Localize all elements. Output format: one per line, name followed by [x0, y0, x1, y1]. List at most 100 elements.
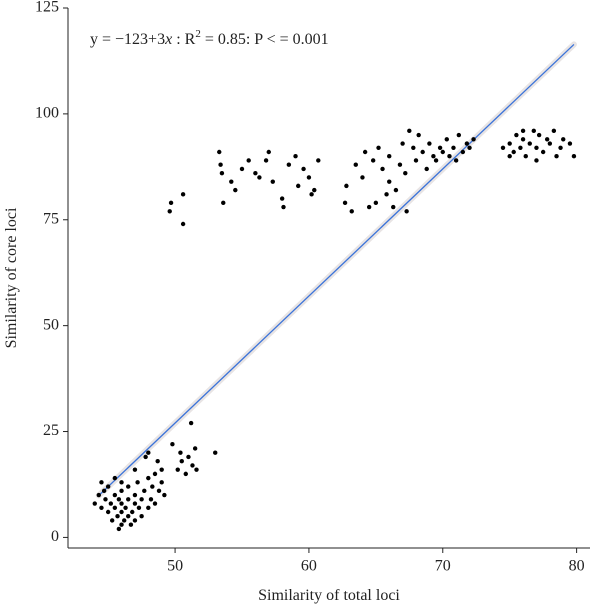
point [431, 154, 436, 159]
x-axis-label: Similarity of total loci [258, 587, 400, 604]
point [115, 514, 120, 519]
annotation-part: y = −123+3 [90, 31, 165, 48]
point [152, 471, 158, 477]
point [376, 145, 381, 150]
point [186, 454, 191, 460]
point [119, 501, 124, 506]
point [246, 158, 251, 163]
point [239, 166, 245, 172]
point [349, 209, 354, 214]
point [293, 154, 298, 159]
point [192, 446, 198, 451]
point [139, 514, 144, 519]
point [96, 492, 101, 498]
y-tick-label: 25 [43, 422, 59, 439]
point [420, 149, 425, 155]
point [397, 162, 403, 167]
point [150, 484, 155, 489]
point [105, 484, 111, 489]
point [126, 497, 131, 502]
point [456, 132, 462, 138]
point [132, 467, 138, 472]
point [407, 128, 412, 134]
point [360, 175, 365, 180]
point [253, 170, 258, 176]
point [403, 170, 408, 176]
annotation-part: x [164, 31, 172, 48]
point [218, 162, 223, 167]
point [362, 149, 368, 155]
point [119, 509, 124, 515]
point [101, 488, 107, 494]
point [531, 128, 536, 134]
point [108, 501, 114, 506]
point [527, 141, 532, 146]
y-tick-label: 75 [43, 210, 59, 227]
point [162, 492, 167, 498]
point [119, 522, 124, 527]
point [99, 480, 104, 485]
point [544, 137, 550, 142]
point [103, 497, 108, 502]
point [194, 467, 199, 472]
point [511, 149, 516, 155]
point [554, 154, 559, 159]
point [551, 128, 557, 134]
point [558, 145, 563, 150]
point [257, 175, 262, 180]
annotation: y = −123+3x : R2 = 0.85: P < = 0.001 [90, 28, 329, 48]
y-tick-label: 50 [43, 316, 59, 333]
point [451, 145, 456, 150]
point [116, 497, 122, 502]
point [159, 467, 164, 472]
point [233, 187, 238, 193]
point [219, 170, 225, 176]
point [112, 505, 118, 510]
point [536, 132, 542, 138]
point [373, 200, 379, 206]
point [156, 488, 162, 494]
point [387, 179, 392, 184]
point [116, 526, 122, 532]
point [146, 450, 151, 455]
point [229, 179, 234, 184]
point [159, 480, 164, 485]
fit-line [98, 43, 575, 496]
point [413, 158, 419, 163]
point [146, 505, 151, 510]
point [175, 467, 180, 472]
point [440, 149, 445, 155]
point [190, 463, 195, 468]
point [168, 200, 174, 206]
point [380, 166, 385, 172]
point [447, 154, 452, 159]
point [180, 192, 186, 197]
point [424, 166, 429, 172]
point [217, 149, 222, 155]
y-axis-label: Similarity of core loci [3, 207, 20, 348]
point [393, 187, 399, 193]
point [135, 480, 140, 485]
point [500, 145, 506, 150]
point [411, 145, 416, 150]
y-tick-label: 100 [35, 105, 59, 122]
point [366, 204, 372, 210]
point [540, 149, 546, 155]
point [126, 484, 131, 489]
point [130, 509, 135, 515]
point [266, 149, 271, 155]
x-tick-label: 70 [435, 558, 451, 575]
point [143, 454, 148, 460]
point [437, 145, 443, 150]
point [467, 145, 472, 150]
point [170, 442, 175, 447]
point [312, 187, 317, 193]
point [188, 420, 194, 426]
point [213, 450, 218, 455]
point [387, 154, 392, 159]
point [301, 166, 306, 172]
point [404, 209, 409, 214]
point [416, 132, 421, 138]
point [112, 492, 118, 498]
point [391, 204, 396, 210]
